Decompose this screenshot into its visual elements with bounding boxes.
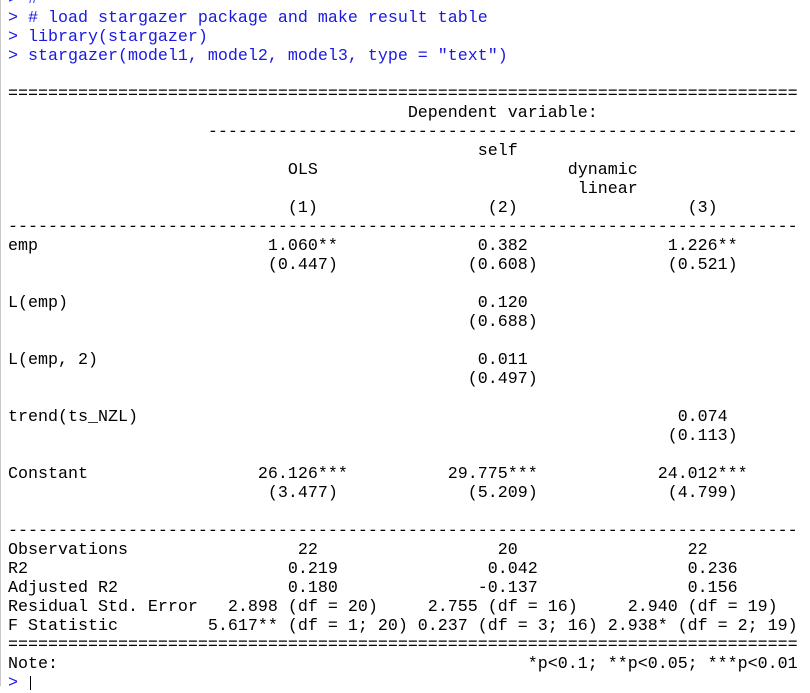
command-line: > #: [8, 0, 808, 9]
output-line: [8, 503, 808, 522]
output-line: Adjusted R2 0.180 -0.137 0.156: [8, 579, 738, 598]
command-line: > # load stargazer package and make resu…: [8, 9, 488, 28]
output-line: [8, 446, 808, 465]
output-line: Residual Std. Error 2.898 (df = 20) 2.75…: [8, 598, 778, 617]
output-line: [8, 332, 808, 351]
output-line: ----------------------------------------…: [8, 522, 798, 541]
output-line: R2 0.219 0.042 0.236: [8, 560, 738, 579]
output-line: L(emp, 2) 0.011: [8, 351, 528, 370]
output-line: [8, 275, 808, 294]
output-line: Constant 26.126*** 29.775*** 24.012***: [8, 465, 748, 484]
output-line: (0.688): [8, 313, 538, 332]
output-line: (3.477) (5.209) (4.799): [8, 484, 738, 503]
output-line: ----------------------------------------…: [8, 218, 798, 237]
output-line: OLS dynamic: [8, 161, 638, 180]
output-line: (0.447) (0.608) (0.521): [8, 256, 738, 275]
prompt: >: [8, 674, 28, 693]
output-line: emp 1.060** 0.382 1.226**: [8, 237, 738, 256]
output-line: Observations 22 20 22: [8, 541, 708, 560]
output-line: [8, 66, 808, 85]
output-line: L(emp) 0.120: [8, 294, 528, 313]
output-line: ========================================…: [8, 636, 798, 655]
command-line: > library(stargazer): [8, 28, 208, 47]
output-line: F Statistic 5.617** (df = 1; 20) 0.237 (…: [8, 617, 798, 636]
output-line: linear: [8, 180, 638, 199]
window-edge: [0, 0, 1, 686]
output-line: (0.113): [8, 427, 738, 446]
output-line: [8, 389, 808, 408]
output-line: Note: *p<0.1; **p<0.05; ***p<0.01: [8, 655, 798, 674]
console-output: > #> # load stargazer package and make r…: [8, 0, 808, 693]
text-cursor: [30, 676, 31, 690]
output-line: (0.497): [8, 370, 538, 389]
output-line: self: [8, 142, 518, 161]
output-line: trend(ts_NZL) 0.074: [8, 408, 728, 427]
command-line: > stargazer(model1, model2, model3, type…: [8, 47, 508, 66]
output-line: ========================================…: [8, 85, 798, 104]
output-line: Dependent variable:: [8, 104, 598, 123]
output-line: (1) (2) (3): [8, 199, 718, 218]
output-line: ----------------------------------------…: [8, 123, 798, 142]
